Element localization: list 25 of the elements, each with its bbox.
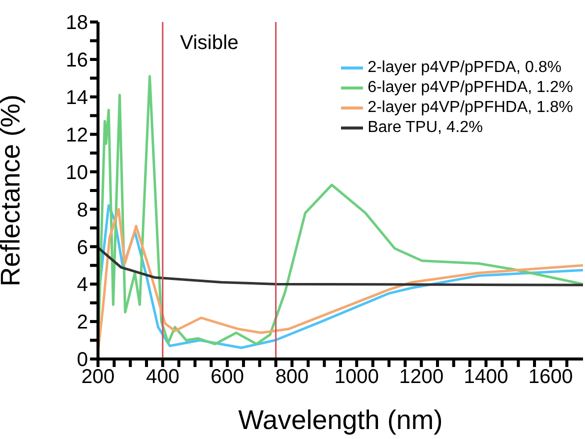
y-tick-label: 12 [66,124,88,146]
x-tick-label: 1200 [399,366,444,388]
legend-label: 2-layer p4VP/pPFHDA, 1.8% [368,98,573,118]
y-tick-label: 10 [66,162,88,184]
legend-label: Bare TPU, 4.2% [368,118,483,138]
y-tick-label: 18 [66,12,88,34]
x-tick-label: 400 [146,366,180,388]
legend-label: 2-layer p4VP/pPFDA, 0.8% [368,58,562,78]
x-axis-title: Wavelength (nm) [238,405,443,435]
x-tick-label: 1600 [528,366,573,388]
y-tick-label: 4 [76,274,88,296]
x-tick-label: 800 [275,366,309,388]
legend-label: 6-layer p4VP/pPFHDA, 1.2% [368,78,573,98]
y-tick-label: 6 [76,236,88,259]
y-tick-label: 8 [76,199,88,222]
annotation: Visible [180,32,239,55]
x-tick-label: 200 [81,366,115,388]
x-tick-label: 1400 [464,366,508,388]
x-tick-label: 1000 [334,366,379,388]
line-series [98,246,583,286]
x-tick-label: 600 [210,366,244,388]
y-axis-title: Reflectance (%) [0,94,26,287]
y-tick-label: 14 [66,86,88,109]
y-tick-label: 16 [66,50,88,72]
y-tick-label: 2 [76,312,88,334]
